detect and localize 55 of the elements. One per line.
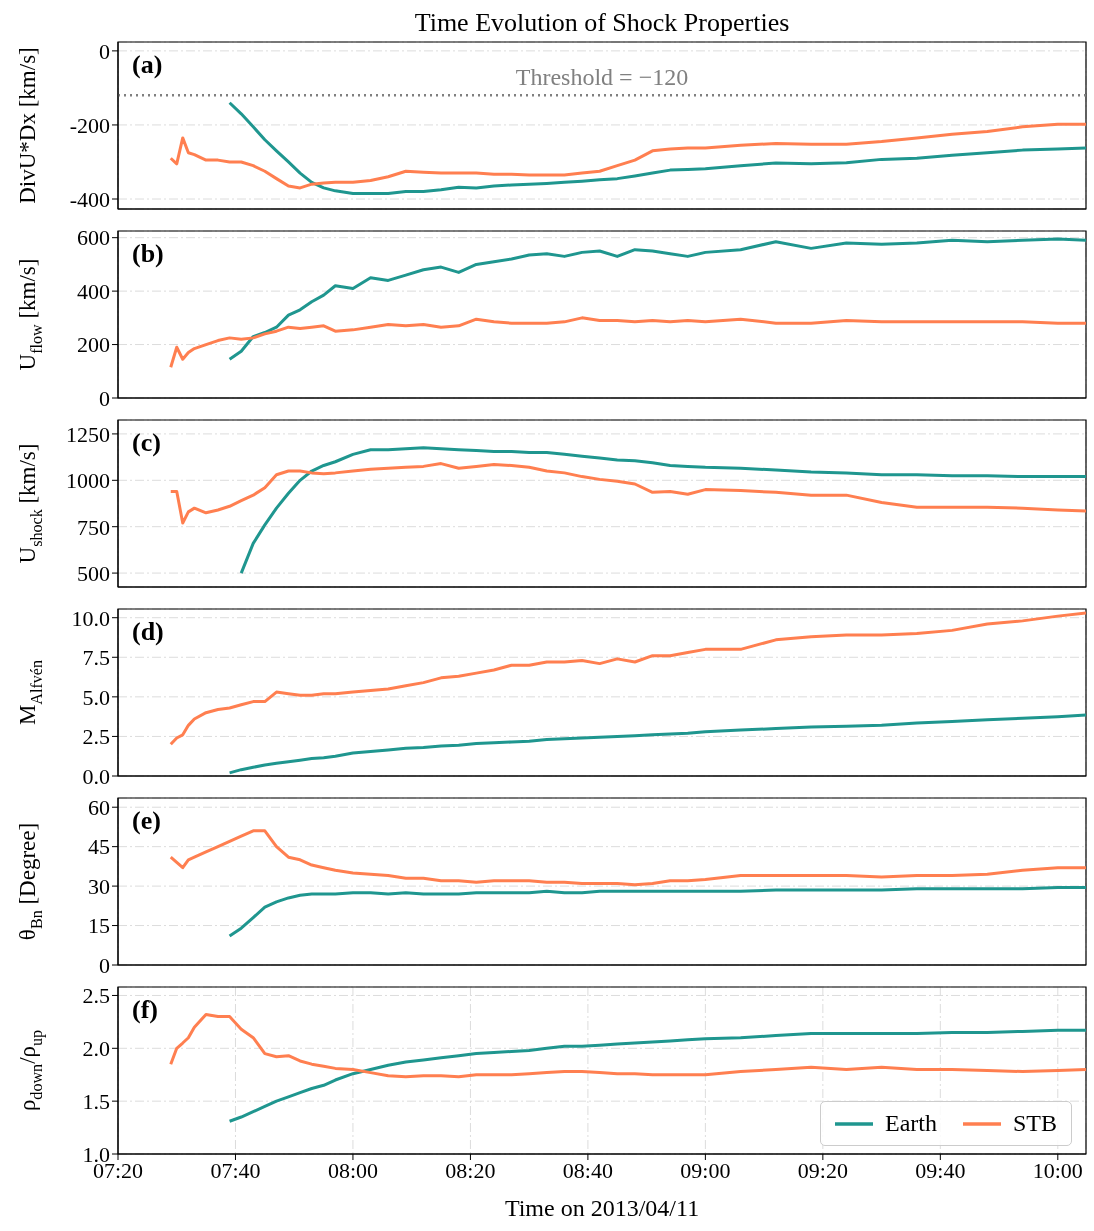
line-series — [169, 1012, 1086, 1079]
legend-label: STB — [1012, 1110, 1057, 1137]
y-tick-label: 2.5 — [82, 983, 110, 1009]
y-tick-label: 1.5 — [82, 1088, 110, 1114]
line-series — [228, 713, 1086, 775]
annotation: (d) — [132, 617, 164, 647]
annotation: (c) — [132, 428, 161, 458]
line-series — [228, 885, 1086, 938]
line-series — [169, 611, 1086, 746]
y-tick-label: -200 — [69, 112, 110, 138]
y-tick-label: 1250 — [66, 421, 110, 447]
x-tick-label: 08:20 — [445, 1157, 496, 1183]
line-series — [169, 829, 1086, 887]
line-series — [169, 462, 1086, 525]
y-tick-label: 0 — [99, 385, 110, 411]
y-tick-label: 1000 — [66, 468, 110, 494]
annotation: (a) — [132, 50, 163, 80]
x-tick-label: 08:40 — [562, 1157, 613, 1183]
y-tick-label: 45 — [88, 834, 110, 860]
y-tick-label: 10.0 — [71, 605, 110, 631]
line-series — [228, 101, 1086, 195]
y-tick-label: 2.5 — [82, 724, 110, 750]
chart-title: Time Evolution of Shock Properties — [413, 8, 791, 38]
line-series — [169, 122, 1086, 190]
y-tick-label: 5.0 — [82, 684, 110, 710]
y-tick-label: -400 — [69, 186, 110, 212]
x-tick-label: 08:00 — [327, 1157, 379, 1183]
y-tick-label: 0.0 — [82, 763, 110, 789]
legend-label: Earth — [885, 1110, 937, 1137]
x-tick-label: 09:00 — [680, 1157, 731, 1183]
line-series — [169, 316, 1086, 369]
x-axis-title: Time on 2013/04/11 — [504, 1195, 700, 1221]
annotation: (b) — [132, 239, 164, 269]
annotation: (e) — [132, 806, 161, 836]
y-tick-label: 0 — [99, 38, 110, 64]
y-axis-title: DivU*Dx [km/s] — [15, 47, 41, 204]
line-series — [239, 446, 1086, 575]
x-tick-label: 09:20 — [797, 1157, 848, 1183]
y-tick-label: 2.0 — [82, 1036, 110, 1062]
y-tick-label: 60 — [88, 795, 110, 821]
y-tick-label: 30 — [88, 873, 110, 899]
x-tick-label: 10:00 — [1032, 1157, 1083, 1183]
y-tick-label: 750 — [77, 514, 110, 540]
y-tick-label: 200 — [77, 332, 110, 358]
y-tick-label: 500 — [77, 560, 110, 586]
line-series — [228, 237, 1086, 361]
y-tick-label: 400 — [77, 278, 110, 304]
y-tick-label: 7.5 — [82, 645, 110, 671]
y-tick-label: 600 — [77, 225, 110, 251]
y-tick-label: 0 — [99, 952, 110, 978]
ref-line-label: Threshold = −120 — [515, 64, 689, 91]
y-tick-label: 15 — [88, 913, 110, 939]
annotation: (f) — [132, 995, 158, 1025]
x-tick-label: 07:40 — [210, 1157, 261, 1183]
x-tick-label: 09:40 — [915, 1157, 966, 1183]
